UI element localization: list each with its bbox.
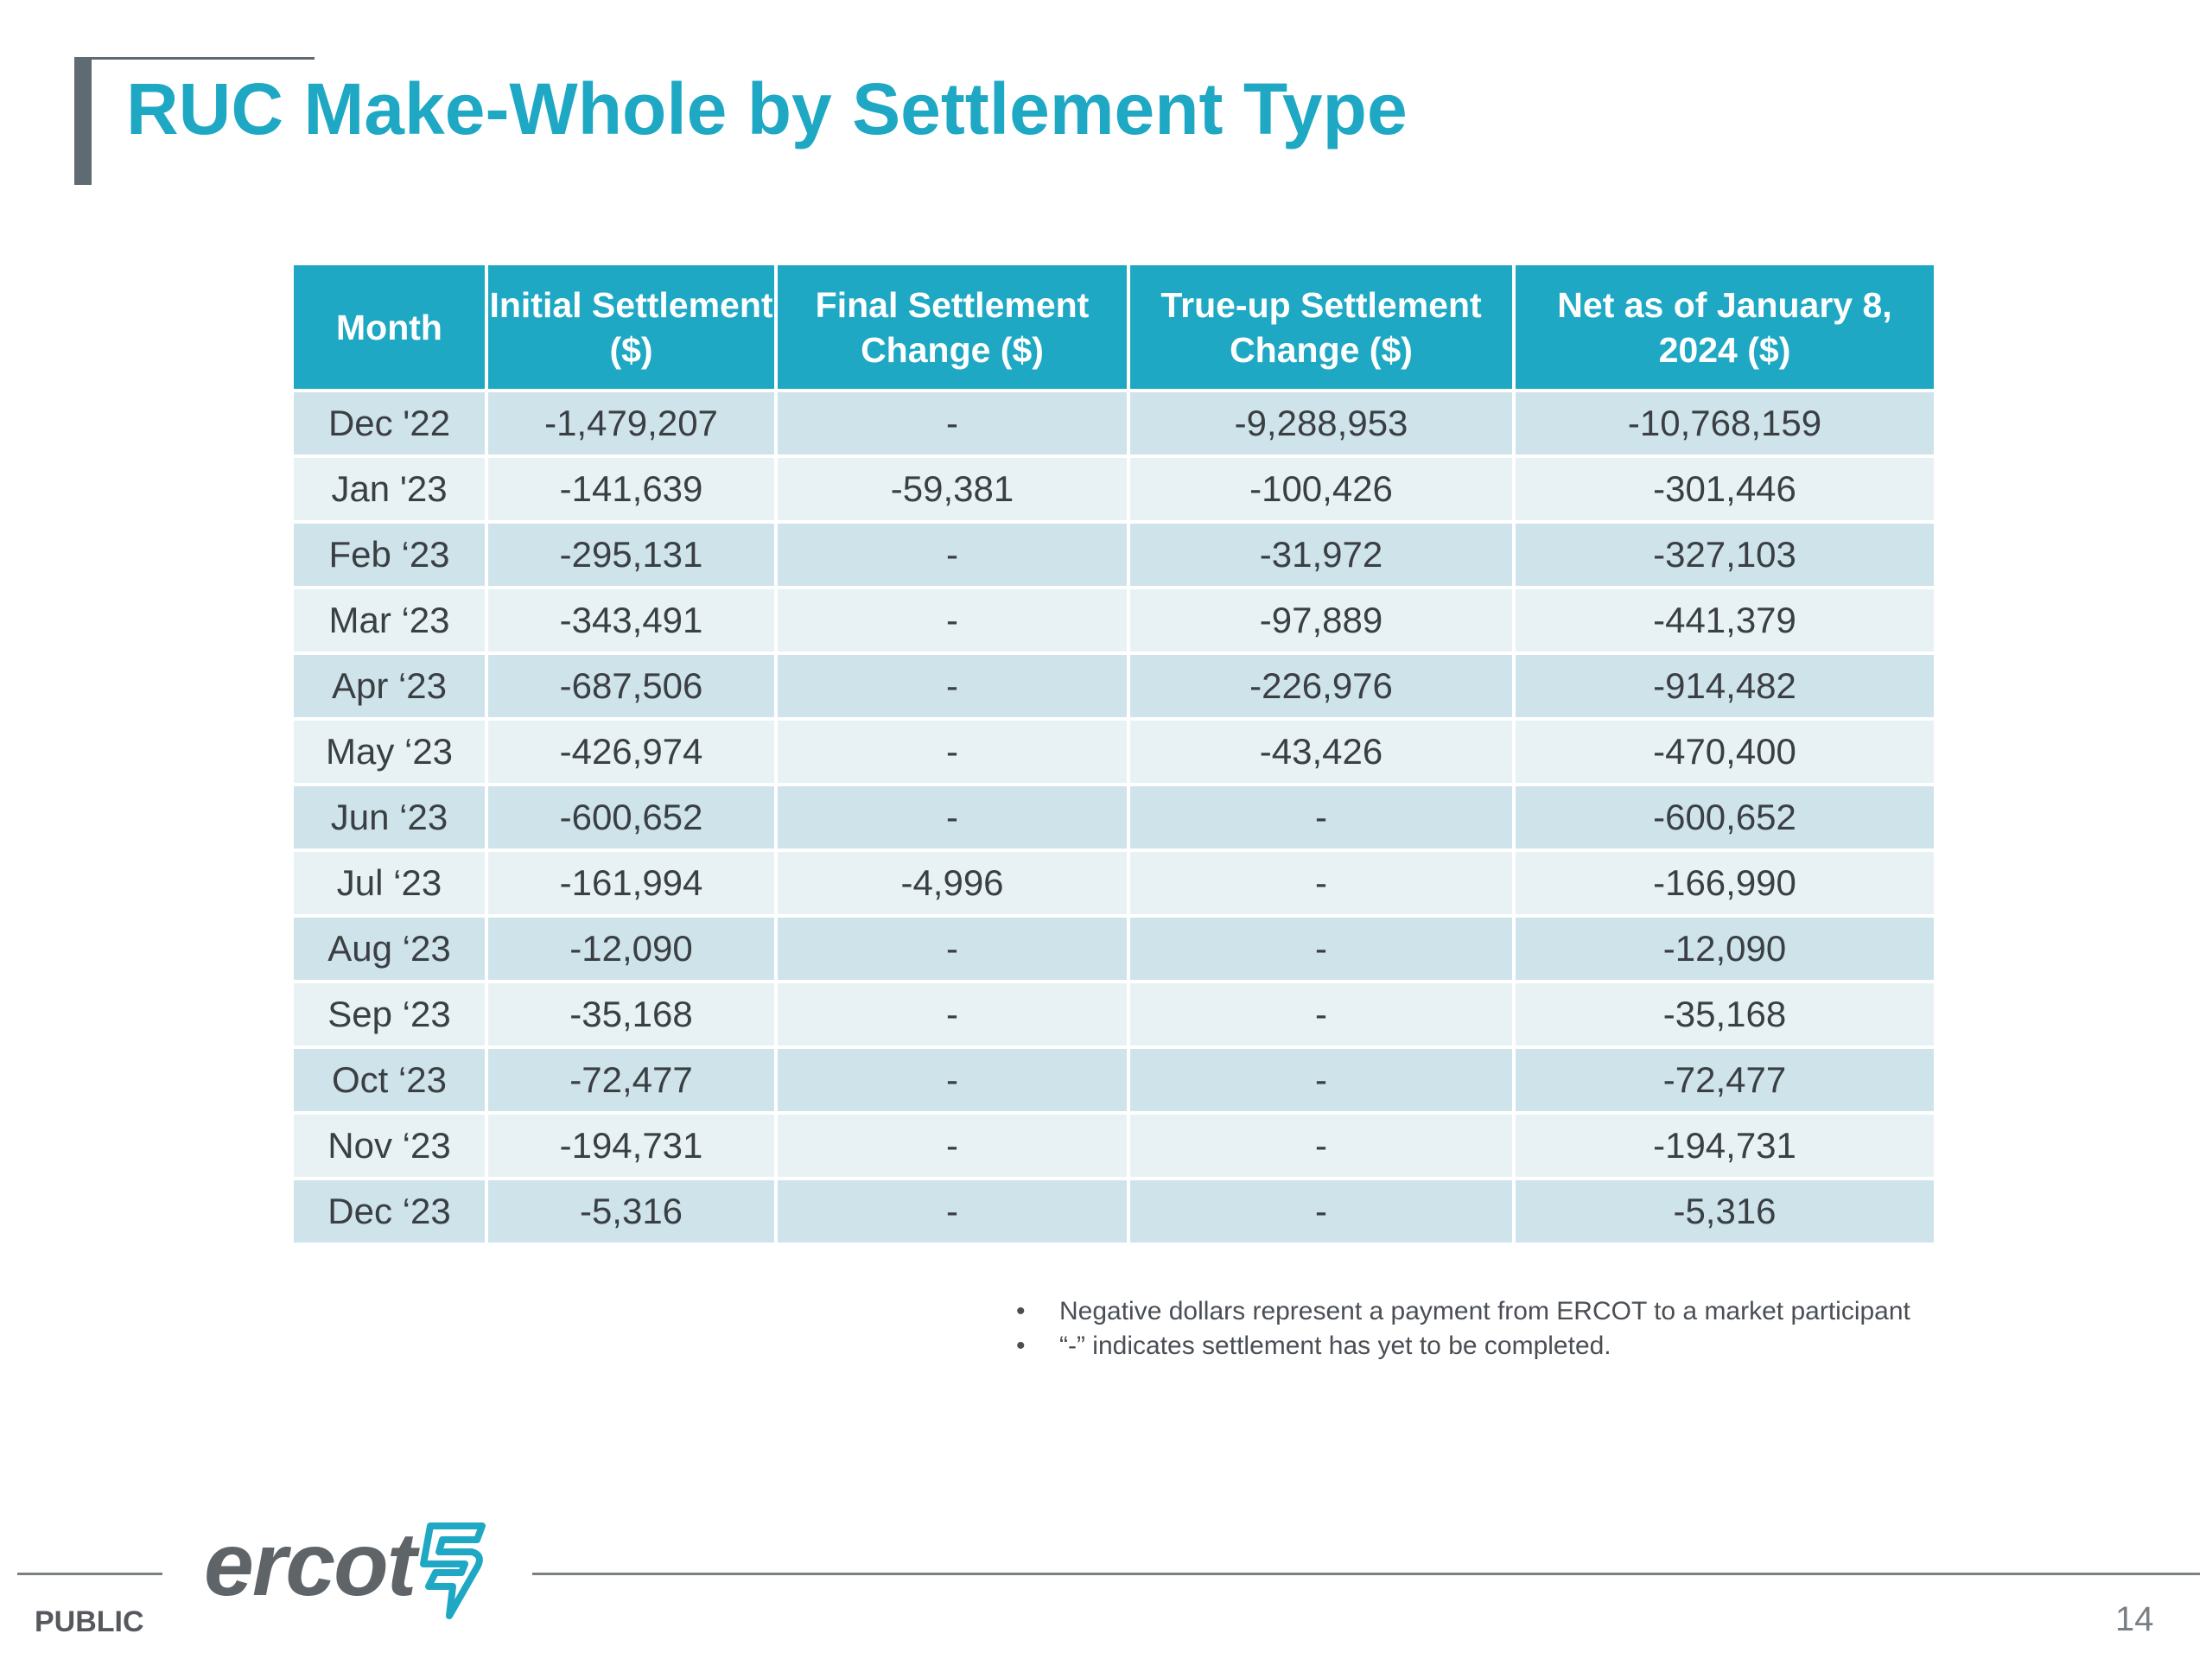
page-number: 14 [2115, 1600, 2154, 1638]
cell-net: -35,168 [1512, 980, 1937, 1049]
cell-month: Feb ‘23 [290, 520, 488, 589]
table-body: Dec '22 -1,479,207- -9,288,953 -10,768,159 J… [290, 389, 1937, 1246]
table-row: Jul ‘23 -161,994 -4,996- -166,990 [290, 849, 1937, 918]
cell-initial: -12,090 [485, 914, 778, 983]
cell-net: -166,990 [1512, 849, 1937, 918]
cell-trueup: -43,426 [1127, 717, 1516, 786]
header-initial-settlement: Initial Settlement ($) [485, 262, 778, 392]
cell-month: Jan '23 [290, 454, 488, 524]
table-row: Jan '23 -141,639 -59,381 -100,426 -301,446 [290, 454, 1937, 524]
cell-net: -10,768,159 [1512, 389, 1937, 458]
header-final-settlement: Final Settlement Change ($) [774, 262, 1130, 392]
cell-trueup: -9,288,953 [1127, 389, 1516, 458]
cell-final: - [774, 586, 1130, 655]
table-row: Mar ‘23 -343,491- -97,889 -441,379 [290, 586, 1937, 655]
cell-net: -600,652 [1512, 783, 1937, 852]
cell-final: -4,996 [774, 849, 1130, 918]
cell-initial: -194,731 [485, 1111, 778, 1180]
table-row: Jun ‘23 -600,652- - -600,652 [290, 783, 1937, 852]
table-row: Oct ‘23 -72,477- - -72,477 [290, 1046, 1937, 1115]
cell-trueup: -31,972 [1127, 520, 1516, 589]
cell-net: -327,103 [1512, 520, 1937, 589]
cell-final: - [774, 1177, 1130, 1246]
cell-final: - [774, 717, 1130, 786]
cell-month: Sep ‘23 [290, 980, 488, 1049]
slide-title: RUC Make-Whole by Settlement Type [126, 68, 1408, 149]
cell-net: -441,379 [1512, 586, 1937, 655]
cell-initial: -426,974 [485, 717, 778, 786]
cell-final: - [774, 652, 1130, 721]
logo-bolt-icon [420, 1522, 486, 1619]
ercot-logo: ercot [204, 1517, 498, 1630]
cell-trueup: - [1127, 1177, 1516, 1246]
cell-initial: -343,491 [485, 586, 778, 655]
cell-trueup: - [1127, 980, 1516, 1049]
cell-initial: -72,477 [485, 1046, 778, 1115]
title-bracket-top [74, 57, 315, 60]
footer-divider-right [532, 1573, 2200, 1575]
cell-final: - [774, 1046, 1130, 1115]
cell-final: - [774, 389, 1130, 458]
footnotes: Negative dollars represent a payment fro… [1011, 1294, 1910, 1363]
cell-month: Jun ‘23 [290, 783, 488, 852]
cell-final: -59,381 [774, 454, 1130, 524]
cell-net: -914,482 [1512, 652, 1937, 721]
cell-trueup: -97,889 [1127, 586, 1516, 655]
cell-trueup: - [1127, 849, 1516, 918]
table-row: Dec ‘23 -5,316- - -5,316 [290, 1177, 1937, 1246]
table-row: May ‘23 -426,974- -43,426 -470,400 [290, 717, 1937, 786]
footnote: Negative dollars represent a payment fro… [1011, 1294, 1910, 1329]
cell-final: - [774, 980, 1130, 1049]
cell-initial: -141,639 [485, 454, 778, 524]
cell-month: Dec '22 [290, 389, 488, 458]
table-row: Dec '22 -1,479,207- -9,288,953 -10,768,159 [290, 389, 1937, 458]
cell-final: - [774, 1111, 1130, 1180]
cell-month: Nov ‘23 [290, 1111, 488, 1180]
logo-wordmark: ercot [204, 1515, 416, 1615]
classification-label: PUBLIC [35, 1605, 144, 1638]
header-net: Net as of January 8, 2024 ($) [1512, 262, 1937, 392]
cell-trueup: - [1127, 783, 1516, 852]
header-trueup-settlement: True-up Settlement Change ($) [1127, 262, 1516, 392]
cell-month: May ‘23 [290, 717, 488, 786]
cell-final: - [774, 914, 1130, 983]
cell-final: - [774, 520, 1130, 589]
header-month: Month [290, 262, 488, 392]
footer-divider-left [17, 1573, 162, 1575]
cell-trueup: - [1127, 1046, 1516, 1115]
cell-net: -12,090 [1512, 914, 1937, 983]
cell-trueup: -100,426 [1127, 454, 1516, 524]
cell-net: -72,477 [1512, 1046, 1937, 1115]
cell-month: Mar ‘23 [290, 586, 488, 655]
cell-trueup: -226,976 [1127, 652, 1516, 721]
cell-trueup: - [1127, 1111, 1516, 1180]
cell-net: -301,446 [1512, 454, 1937, 524]
table-row: Apr ‘23 -687,506- -226,976 -914,482 [290, 652, 1937, 721]
cell-initial: -687,506 [485, 652, 778, 721]
cell-month: Oct ‘23 [290, 1046, 488, 1115]
cell-month: Apr ‘23 [290, 652, 488, 721]
cell-net: -5,316 [1512, 1177, 1937, 1246]
cell-initial: -5,316 [485, 1177, 778, 1246]
cell-initial: -35,168 [485, 980, 778, 1049]
title-bracket [74, 57, 92, 185]
cell-month: Aug ‘23 [290, 914, 488, 983]
table-header-row: Month Initial Settlement ($) Final Settl… [290, 262, 1937, 392]
settlement-table: Month Initial Settlement ($) Final Settl… [290, 262, 1937, 1246]
footnote: “-” indicates settlement has yet to be c… [1011, 1329, 1910, 1363]
cell-initial: -295,131 [485, 520, 778, 589]
cell-trueup: - [1127, 914, 1516, 983]
cell-initial: -600,652 [485, 783, 778, 852]
table-row: Nov ‘23 -194,731- - -194,731 [290, 1111, 1937, 1180]
cell-month: Jul ‘23 [290, 849, 488, 918]
cell-month: Dec ‘23 [290, 1177, 488, 1246]
cell-net: -470,400 [1512, 717, 1937, 786]
cell-initial: -161,994 [485, 849, 778, 918]
table-row: Feb ‘23 -295,131- -31,972 -327,103 [290, 520, 1937, 589]
table-row: Aug ‘23 -12,090- - -12,090 [290, 914, 1937, 983]
cell-initial: -1,479,207 [485, 389, 778, 458]
cell-final: - [774, 783, 1130, 852]
cell-net: -194,731 [1512, 1111, 1937, 1180]
table-row: Sep ‘23 -35,168- - -35,168 [290, 980, 1937, 1049]
